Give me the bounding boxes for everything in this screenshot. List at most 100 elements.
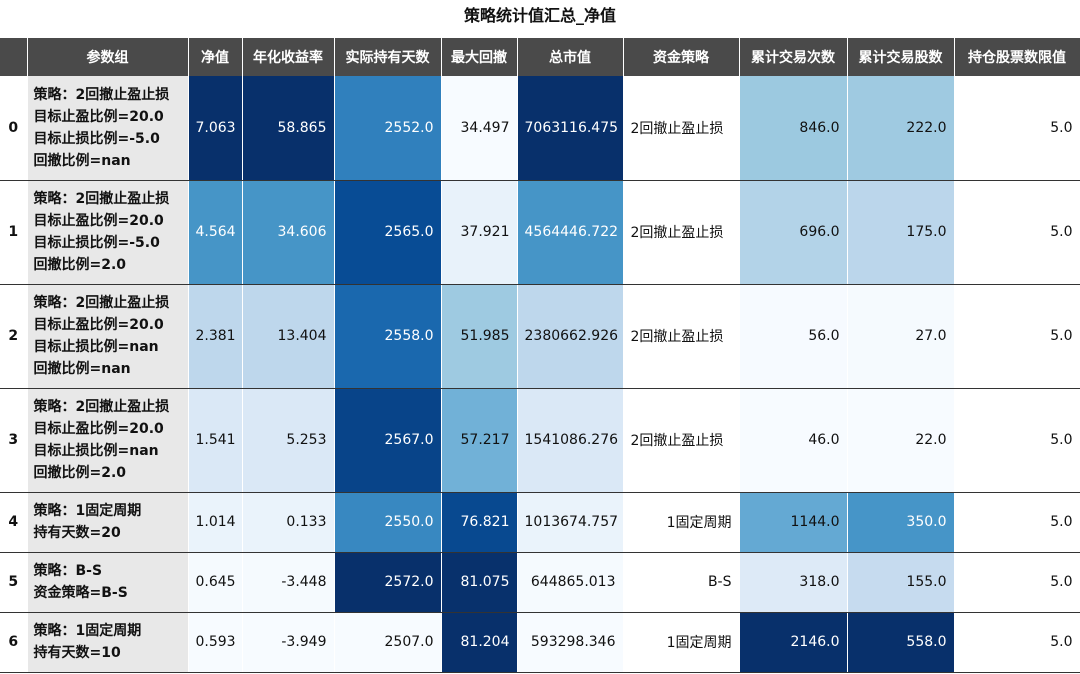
cell-net-value: 1.014 xyxy=(188,492,243,553)
cell-market-value: 1541086.276 xyxy=(517,388,624,493)
table-row[interactable]: 1 策略：2回撤止盈止损 目标止盈比例=20.0 目标止损比例=-5.0 回撤比例=2.… xyxy=(0,180,1080,285)
cell-market-value: 2380662.926 xyxy=(517,284,624,389)
cell-holding-days: 2550.0 xyxy=(334,492,442,553)
cell-max-drawdown: 34.497 xyxy=(441,76,518,181)
param-line: 资金策略=B-S xyxy=(33,585,128,601)
table-row[interactable]: 3 策略：2回撤止盈止损 目标止盈比例=20.0 目标止损比例=nan 回撤比例=2.0… xyxy=(0,388,1080,493)
param-line: 目标止盈比例=20.0 xyxy=(33,213,164,229)
param-line: 策略：1固定周期 xyxy=(33,503,142,519)
table-row[interactable]: 4 策略：1固定周期 持有天数=20 1.014 0.133 2550.0 76.821 10… xyxy=(0,492,1080,553)
cell-market-value: 644865.013 xyxy=(517,552,624,613)
header-row: 参数组 净值 年化收益率 实际持有天数 最大回撤 总市值 资金策略 累计交易次数… xyxy=(0,38,1080,76)
col-header-params[interactable]: 参数组 xyxy=(27,38,189,76)
row-index: 3 xyxy=(0,388,28,493)
param-line: 策略：B-S xyxy=(33,563,103,579)
table-row[interactable]: 6 策略：1固定周期 持有天数=10 0.593 -3.949 2507.0 81.204 5… xyxy=(0,612,1080,673)
cell-trade-count: 846.0 xyxy=(739,76,848,181)
table-title: 策略统计值汇总_净值 xyxy=(463,6,616,25)
col-header-index[interactable] xyxy=(0,38,28,76)
cell-holding-days: 2572.0 xyxy=(334,552,442,613)
table-row[interactable]: 5 策略：B-S 资金策略=B-S 0.645 -3.448 2572.0 81.075 64… xyxy=(0,552,1080,613)
params-cell: 策略：2回撤止盈止损 目标止盈比例=20.0 目标止损比例=-5.0 回撤比例=2.0 xyxy=(27,180,189,285)
params-cell: 策略：2回撤止盈止损 目标止盈比例=20.0 目标止损比例=nan 回撤比例=2.0 xyxy=(27,388,189,493)
cell-fund-strategy: B-S xyxy=(623,552,740,613)
param-line: 策略：2回撤止盈止损 xyxy=(33,295,170,311)
param-line: 策略：1固定周期 xyxy=(33,623,142,639)
table-row[interactable]: 2 策略：2回撤止盈止损 目标止盈比例=20.0 目标止损比例=nan 回撤比例=nan… xyxy=(0,284,1080,389)
cell-max-drawdown: 81.204 xyxy=(441,612,518,673)
cell-trade-shares: 175.0 xyxy=(847,180,955,285)
cell-position-limit: 5.0 xyxy=(954,552,1080,613)
cell-fund-strategy: 2回撤止盈止损 xyxy=(623,180,740,285)
row-index: 0 xyxy=(0,76,28,181)
cell-market-value: 593298.346 xyxy=(517,612,624,673)
cell-annual-return: 58.865 xyxy=(242,76,335,181)
cell-annual-return: 5.253 xyxy=(242,388,335,493)
col-header-market-value[interactable]: 总市值 xyxy=(517,38,624,76)
table-row[interactable]: 0 策略：2回撤止盈止损 目标止盈比例=20.0 目标止损比例=-5.0 回撤比例=na… xyxy=(0,76,1080,181)
cell-trade-shares: 22.0 xyxy=(847,388,955,493)
row-index: 4 xyxy=(0,492,28,553)
param-line: 目标止盈比例=20.0 xyxy=(33,317,164,333)
cell-net-value: 4.564 xyxy=(188,180,243,285)
cell-net-value: 0.645 xyxy=(188,552,243,613)
cell-trade-shares: 558.0 xyxy=(847,612,955,673)
cell-trade-count: 46.0 xyxy=(739,388,848,493)
cell-holding-days: 2558.0 xyxy=(334,284,442,389)
cell-annual-return: 13.404 xyxy=(242,284,335,389)
cell-market-value: 4564446.722 xyxy=(517,180,624,285)
cell-trade-shares: 27.0 xyxy=(847,284,955,389)
cell-trade-count: 318.0 xyxy=(739,552,848,613)
params-cell: 策略：B-S 资金策略=B-S xyxy=(27,552,189,613)
cell-holding-days: 2565.0 xyxy=(334,180,442,285)
cell-fund-strategy: 2回撤止盈止损 xyxy=(623,388,740,493)
cell-position-limit: 5.0 xyxy=(954,76,1080,181)
cell-annual-return: 34.606 xyxy=(242,180,335,285)
param-line: 回撤比例=nan xyxy=(33,361,131,377)
param-line: 目标止损比例=-5.0 xyxy=(33,235,160,251)
params-cell: 策略：2回撤止盈止损 目标止盈比例=20.0 目标止损比例=-5.0 回撤比例=nan xyxy=(27,76,189,181)
param-line: 目标止盈比例=20.0 xyxy=(33,421,164,437)
col-header-fund-strategy[interactable]: 资金策略 xyxy=(623,38,740,76)
cell-max-drawdown: 76.821 xyxy=(441,492,518,553)
cell-fund-strategy: 1固定周期 xyxy=(623,612,740,673)
param-line: 目标止损比例=nan xyxy=(33,339,159,355)
cell-annual-return: -3.949 xyxy=(242,612,335,673)
cell-trade-count: 696.0 xyxy=(739,180,848,285)
cell-annual-return: -3.448 xyxy=(242,552,335,613)
cell-trade-count: 56.0 xyxy=(739,284,848,389)
cell-net-value: 2.381 xyxy=(188,284,243,389)
params-cell: 策略：2回撤止盈止损 目标止盈比例=20.0 目标止损比例=nan 回撤比例=nan xyxy=(27,284,189,389)
cell-trade-shares: 155.0 xyxy=(847,552,955,613)
cell-max-drawdown: 37.921 xyxy=(441,180,518,285)
cell-net-value: 1.541 xyxy=(188,388,243,493)
row-index: 1 xyxy=(0,180,28,285)
param-line: 回撤比例=2.0 xyxy=(33,465,127,481)
param-line: 目标止损比例=nan xyxy=(33,443,159,459)
param-line: 目标止盈比例=20.0 xyxy=(33,108,164,125)
cell-position-limit: 5.0 xyxy=(954,492,1080,553)
col-header-net-value[interactable]: 净值 xyxy=(188,38,243,76)
col-header-max-drawdown[interactable]: 最大回撤 xyxy=(441,38,518,76)
cell-position-limit: 5.0 xyxy=(954,180,1080,285)
col-header-position-limit[interactable]: 持仓股票数限值 xyxy=(954,38,1080,76)
param-line: 回撤比例=2.0 xyxy=(33,257,127,273)
col-header-trade-shares[interactable]: 累计交易股数 xyxy=(847,38,955,76)
cell-position-limit: 5.0 xyxy=(954,612,1080,673)
row-index: 2 xyxy=(0,284,28,389)
cell-trade-count: 1144.0 xyxy=(739,492,848,553)
cell-market-value: 7063116.475 xyxy=(517,76,624,181)
cell-net-value: 7.063 xyxy=(188,76,243,181)
cell-position-limit: 5.0 xyxy=(954,284,1080,389)
cell-annual-return: 0.133 xyxy=(242,492,335,553)
cell-holding-days: 2507.0 xyxy=(334,612,442,673)
cell-holding-days: 2567.0 xyxy=(334,388,442,493)
cell-net-value: 0.593 xyxy=(188,612,243,673)
col-header-annual-return[interactable]: 年化收益率 xyxy=(242,38,335,76)
params-cell: 策略：1固定周期 持有天数=20 xyxy=(27,492,189,553)
col-header-holding-days[interactable]: 实际持有天数 xyxy=(334,38,442,76)
col-header-trade-count[interactable]: 累计交易次数 xyxy=(739,38,848,76)
cell-max-drawdown: 57.217 xyxy=(441,388,518,493)
cell-market-value: 1013674.757 xyxy=(517,492,624,553)
params-cell: 策略：1固定周期 持有天数=10 xyxy=(27,612,189,673)
